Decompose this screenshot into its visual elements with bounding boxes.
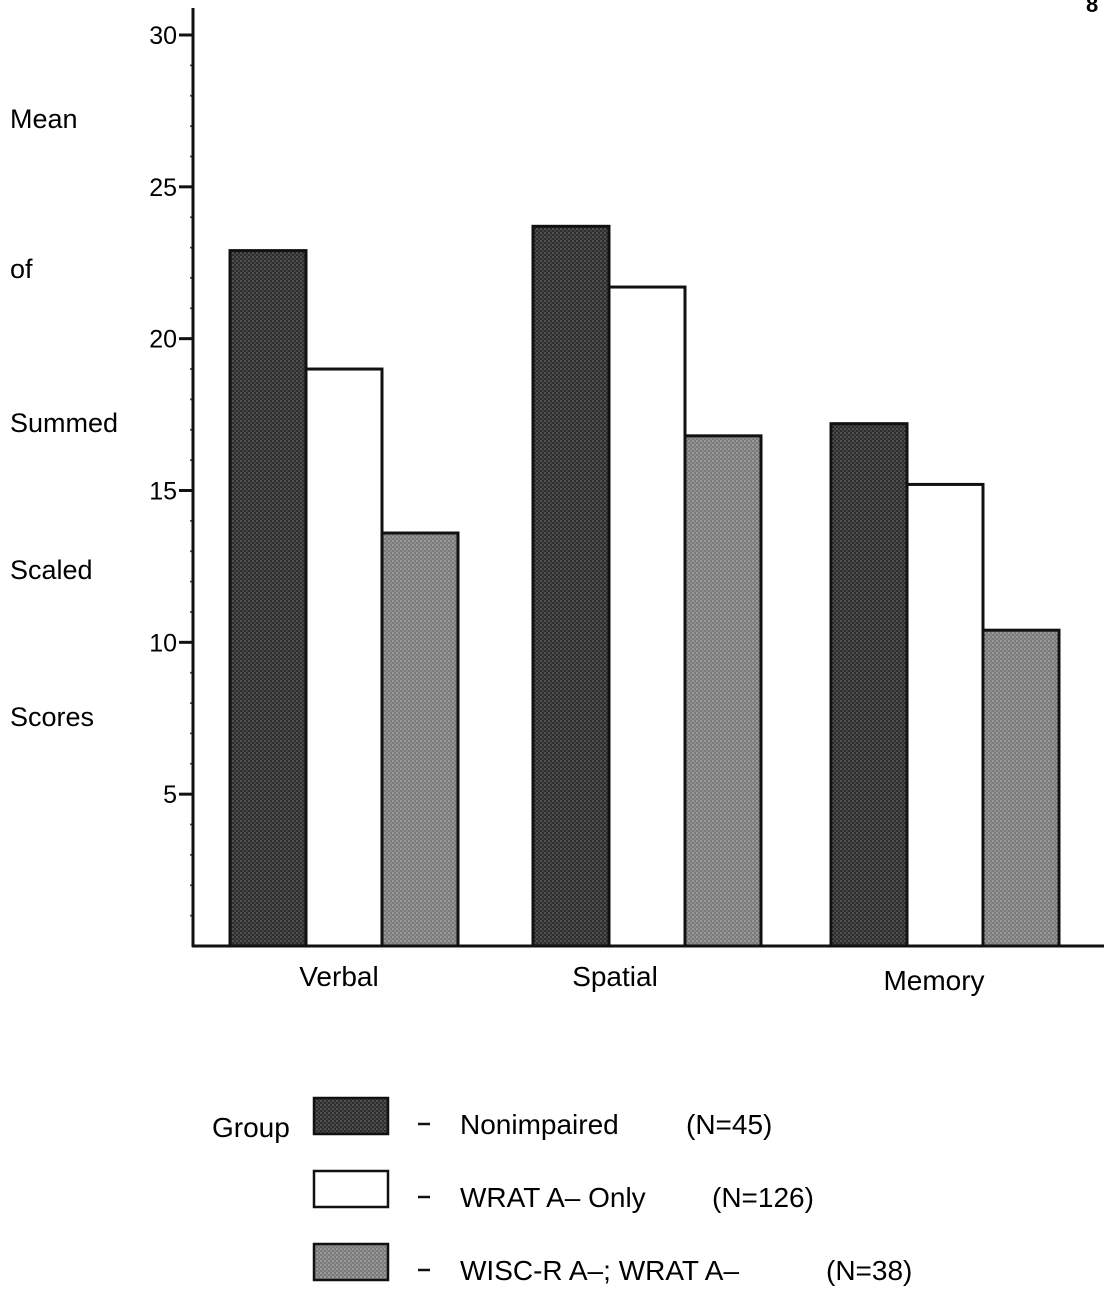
y-minor-tick [190, 459, 192, 462]
x-axis-categories: Verbal Spatial Memory [299, 961, 984, 996]
bar-spatial-series-3 [683, 434, 763, 948]
y-minor-tick [190, 246, 192, 249]
legend-series-n: (N=38) [826, 1255, 912, 1286]
y-tick-label: 30 [149, 22, 177, 50]
y-minor-tick [190, 853, 192, 856]
legend-series-n: (N=126) [712, 1182, 814, 1213]
y-minor-tick [190, 823, 192, 826]
y-minor-tick [190, 610, 192, 613]
y-minor-tick [190, 94, 192, 97]
bars [228, 224, 1061, 948]
y-label-word: Scores [10, 702, 94, 732]
y-label-word: of [10, 254, 33, 284]
bar-memory-series-2 [905, 482, 985, 948]
y-minor-tick [190, 671, 192, 674]
y-tick-label: 5 [163, 781, 177, 809]
y-label-word: Mean [10, 104, 78, 134]
legend-series-n: (N=45) [686, 1109, 772, 1140]
y-minor-tick [190, 550, 192, 553]
y-axis-ticks: 5 10 15 20 25 30 [149, 22, 193, 917]
y-tick-label: 25 [149, 174, 177, 202]
y-label-word: Summed [10, 408, 118, 438]
legend-swatch [312, 1242, 390, 1282]
y-minor-tick [190, 307, 192, 310]
y-minor-tick [190, 884, 192, 887]
legend-series-name: Nonimpaired [460, 1109, 619, 1140]
y-minor-tick [190, 155, 192, 158]
legend: Group Nonimpaired (N=45) WRAT A– Only (N=126… [212, 1096, 912, 1286]
bar-spatial-series-2 [607, 285, 687, 948]
page-mark: 8 [1086, 0, 1098, 17]
y-minor-tick [190, 519, 192, 522]
y-tick-label: 20 [149, 326, 177, 354]
legend-series-name: WISC-R A–; WRAT A– [460, 1255, 739, 1286]
bar-memory-series-3 [981, 628, 1061, 948]
legend-title: Group [212, 1112, 290, 1143]
y-minor-tick [190, 580, 192, 583]
y-minor-tick [190, 914, 192, 917]
bar-memory-series-1 [829, 422, 909, 948]
x-category-label: Verbal [299, 961, 378, 992]
y-tick-label: 10 [149, 629, 177, 657]
legend-swatch [312, 1169, 390, 1209]
bar-verbal-series-1 [228, 249, 308, 948]
bar-verbal-series-3 [380, 531, 460, 948]
y-minor-tick [190, 64, 192, 67]
y-minor-tick [190, 428, 192, 431]
y-minor-tick [190, 368, 192, 371]
y-tick-label: 15 [149, 478, 177, 506]
x-category-label: Spatial [572, 961, 658, 992]
y-minor-tick [190, 216, 192, 219]
bar-spatial-series-1 [531, 224, 611, 948]
y-minor-tick [190, 702, 192, 705]
y-minor-tick [190, 125, 192, 128]
bar-verbal-series-2 [304, 367, 384, 948]
y-minor-tick [190, 732, 192, 735]
legend-swatch [312, 1096, 390, 1136]
y-minor-tick [190, 276, 192, 279]
y-minor-tick [190, 398, 192, 401]
y-label-word: Scaled [10, 555, 93, 585]
y-minor-tick [190, 762, 192, 765]
y-axis-label: Mean of Summed Scaled Scores [10, 104, 118, 732]
x-category-label: Memory [883, 965, 984, 996]
legend-series-name: WRAT A– Only [460, 1182, 646, 1213]
